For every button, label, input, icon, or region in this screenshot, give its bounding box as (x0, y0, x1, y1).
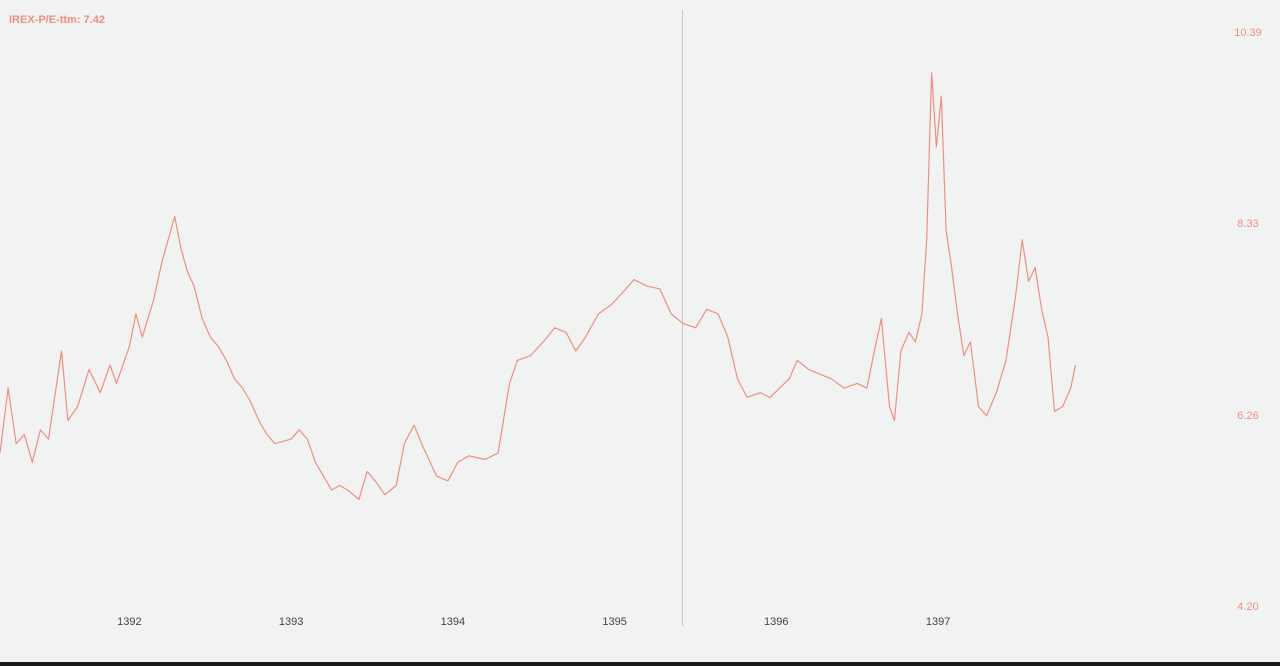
x-tick-label: 1397 (926, 616, 950, 628)
x-tick-label: 1394 (441, 616, 465, 628)
bottom-edge-bar (0, 662, 1280, 666)
x-tick-label: 1395 (602, 616, 626, 628)
series-line-0 (0, 72, 1077, 500)
chart-title: IREX-P/E-ttm: 7.42 (9, 14, 105, 26)
x-tick-label: 1392 (117, 616, 141, 628)
y-tick-label: 6.26 (1237, 410, 1258, 422)
x-tick-label: 1396 (764, 616, 788, 628)
y-tick-label: 10.39 (1234, 27, 1262, 39)
y-tick-label: 8.33 (1237, 218, 1258, 230)
y-tick-label: 4.20 (1237, 601, 1258, 613)
x-tick-label: 1393 (279, 616, 303, 628)
